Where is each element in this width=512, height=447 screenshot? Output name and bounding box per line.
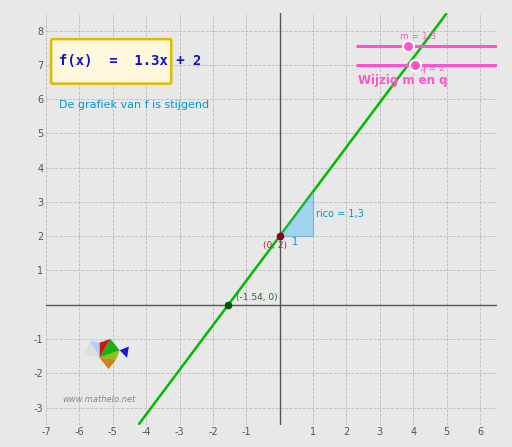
Text: q = 2: q = 2 <box>420 64 444 73</box>
Polygon shape <box>99 350 120 360</box>
Text: 1: 1 <box>292 237 298 247</box>
Polygon shape <box>120 346 129 358</box>
Text: (-1.54, 0): (-1.54, 0) <box>237 293 278 302</box>
Polygon shape <box>99 339 120 358</box>
Polygon shape <box>90 341 99 358</box>
Text: m = 1,3: m = 1,3 <box>400 32 436 41</box>
Polygon shape <box>99 358 116 369</box>
Text: www.mathelo.net: www.mathelo.net <box>63 396 136 405</box>
Polygon shape <box>99 339 111 358</box>
Polygon shape <box>85 341 99 358</box>
Text: (0, 2): (0, 2) <box>263 241 287 250</box>
Text: Wijzig m en q: Wijzig m en q <box>358 74 447 87</box>
Text: De grafiek van f is stijgend: De grafiek van f is stijgend <box>59 100 209 110</box>
FancyBboxPatch shape <box>51 39 171 84</box>
Polygon shape <box>280 192 313 236</box>
Text: f(x)  =  1.3x + 2: f(x) = 1.3x + 2 <box>59 55 202 68</box>
Text: rico = 1,3: rico = 1,3 <box>316 209 364 219</box>
